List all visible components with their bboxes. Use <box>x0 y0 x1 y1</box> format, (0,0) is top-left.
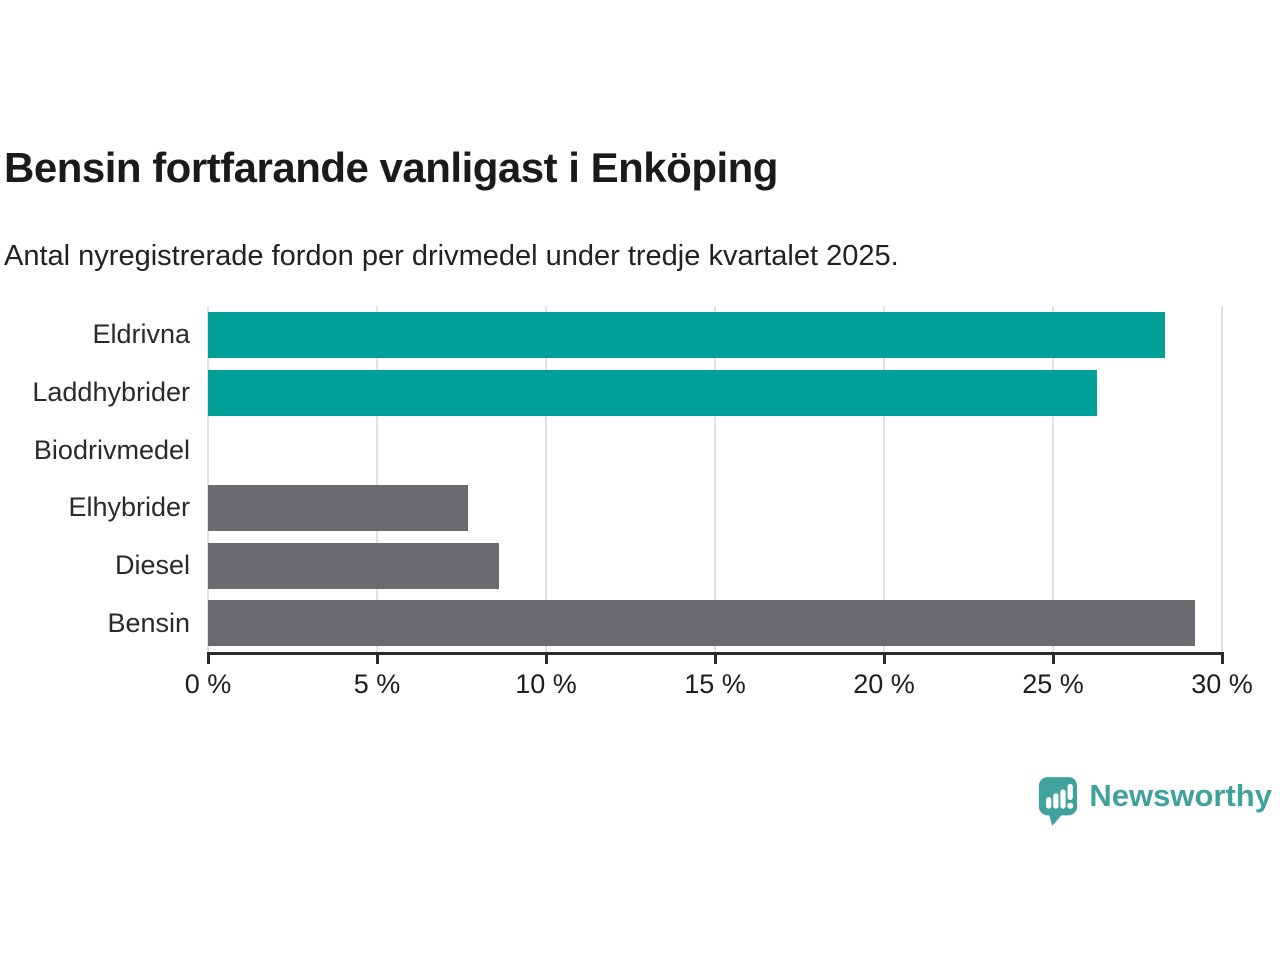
gridline <box>714 306 716 652</box>
category-label: Eldrivna <box>92 319 190 350</box>
bar-track <box>208 600 1222 647</box>
newsworthy-chart-bubble-icon <box>1039 777 1078 826</box>
bar-row: Laddhybrider <box>0 364 1222 422</box>
category-label: Laddhybrider <box>32 377 190 407</box>
x-tick-label: 15 % <box>684 669 746 699</box>
gridline <box>1052 306 1054 652</box>
bar-track <box>208 311 1222 358</box>
chart-title: Bensin fortfarande vanligast i Enköping <box>4 144 778 191</box>
bar-row: Diesel <box>0 537 1222 595</box>
bar-track <box>208 427 1222 473</box>
bar-rows: Eldrivna Laddhybrider Biodrivmedel Elhybrid… <box>0 306 1222 652</box>
category-label: Biodrivmedel <box>33 434 190 465</box>
category-label: Elhybrider <box>68 492 190 523</box>
bar-bensin <box>208 600 1195 647</box>
bar-track <box>208 369 1222 416</box>
gridline <box>1221 306 1223 652</box>
x-axis-tick <box>1051 655 1055 664</box>
x-tick-label: 30 % <box>1191 669 1253 699</box>
gridline <box>376 306 378 652</box>
bar-track <box>208 542 1222 589</box>
x-tick-label: 0 % <box>184 669 232 699</box>
x-tick-label: 25 % <box>1022 669 1084 699</box>
gridline <box>545 306 547 652</box>
x-axis-tick <box>375 655 379 664</box>
bar-diesel <box>208 542 499 589</box>
bar-eldrivna <box>208 311 1165 358</box>
x-axis-tick <box>713 655 717 664</box>
bar-track <box>208 484 1222 531</box>
x-axis-tick <box>1220 655 1224 664</box>
bar-row: Eldrivna <box>0 306 1222 364</box>
x-axis-tick <box>882 655 886 664</box>
category-label: Bensin <box>107 607 190 638</box>
x-axis-tick <box>544 655 548 664</box>
x-axis-tick <box>206 655 210 664</box>
bar-laddhybrider <box>208 369 1097 416</box>
brand-name: Newsworthy <box>1089 778 1272 813</box>
gridlines <box>207 306 1223 652</box>
bar-row: Elhybrider <box>0 479 1222 537</box>
gridline <box>207 306 209 652</box>
x-tick-label: 5 % <box>353 669 401 699</box>
category-label: Diesel <box>114 550 190 581</box>
gridline <box>883 306 885 652</box>
x-axis: 0 % 5 % 10 % 15 % 20 % 25 % 30 % <box>185 652 1253 712</box>
x-axis-line <box>207 652 1224 655</box>
x-tick-label: 10 % <box>515 669 577 699</box>
bar-chart: Eldrivna Laddhybrider Biodrivmedel Elhybrid… <box>0 306 1223 652</box>
newsworthy-logo: Newsworthy <box>1037 774 1272 828</box>
x-tick-label: 20 % <box>853 669 915 699</box>
bar-elhybrider <box>208 484 469 531</box>
chart-subtitle: Antal nyregistrerade fordon per drivmede… <box>4 240 899 272</box>
bar-row: Bensin <box>0 594 1222 652</box>
bar-row: Biodrivmedel <box>0 421 1222 479</box>
